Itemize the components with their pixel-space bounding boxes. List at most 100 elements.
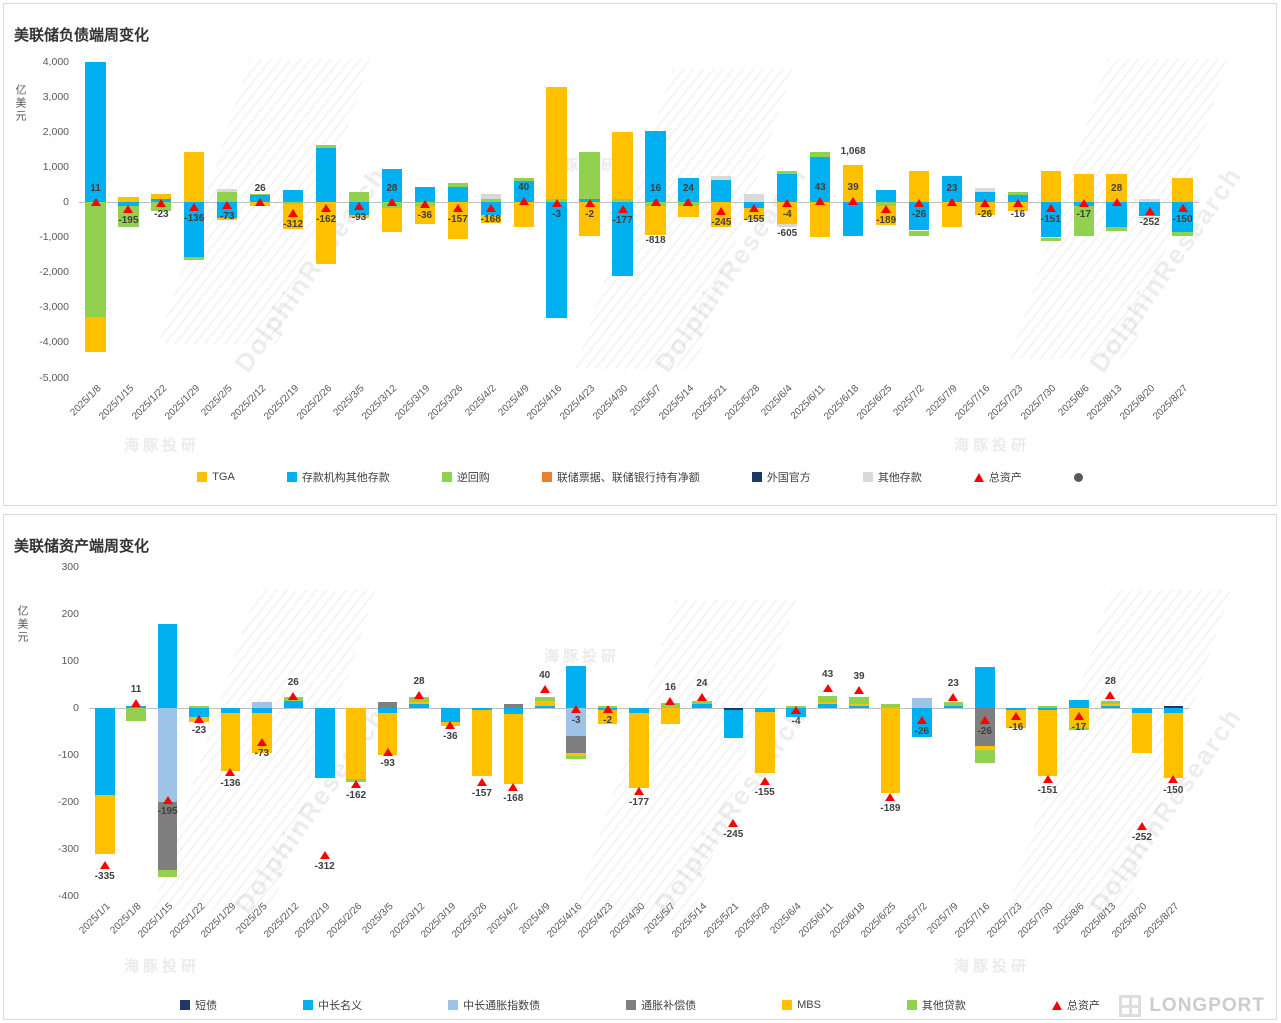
total-marker [551, 198, 562, 207]
total-marker [321, 204, 332, 213]
bar-segment [126, 705, 146, 708]
total-label: -150 [1172, 213, 1193, 225]
total-label: 43 [822, 668, 834, 680]
bar-segment [777, 170, 798, 175]
y-tick-label: 2,000 [42, 125, 69, 138]
total-marker [716, 207, 727, 215]
total-marker [518, 197, 529, 205]
total-marker [419, 199, 430, 208]
bar-segment [1172, 202, 1193, 233]
legend-item: 其他存款 [862, 469, 922, 485]
bar-segment [381, 207, 403, 233]
x-tick-label: 2025/3/26 [426, 383, 466, 423]
bar-segment [447, 202, 468, 240]
bar-segment [842, 202, 864, 236]
legend-label: 逆回购 [456, 472, 490, 484]
total-label: 43 [814, 181, 826, 193]
total-label: -177 [612, 214, 633, 226]
bar-segment [95, 708, 115, 795]
bar-segment [315, 202, 337, 264]
bar-segment [348, 214, 370, 219]
bar-segment [1172, 232, 1193, 236]
y-tick-label: 1,000 [42, 160, 69, 173]
bar-segment [513, 181, 534, 203]
total-marker [156, 199, 167, 208]
bar-segment [503, 713, 523, 785]
legend-label: 通胀补偿债 [641, 1000, 697, 1012]
x-tick-label: 2025/1/1 [77, 901, 113, 937]
legend-swatch-icon [180, 1000, 191, 1010]
total-marker [696, 692, 707, 701]
legend-label: 中长通胀指数债 [463, 1000, 541, 1012]
y-tick-label: -400 [57, 889, 79, 902]
bar-segment [252, 708, 272, 713]
bar-segment [1100, 700, 1121, 705]
bar-segment [282, 202, 304, 205]
total-marker [791, 705, 802, 714]
total-label: -151 [1037, 785, 1058, 796]
total-label: -162 [316, 214, 337, 226]
assets-legend: 短债 中长名义 中长通胀指数债 通胀补偿债 MBS 其他贷款 总资产 [4, 997, 1276, 1013]
total-label: 23 [946, 182, 958, 194]
x-tick-label: 2025/7/16 [953, 383, 993, 423]
annotation-label: -605 [777, 227, 798, 239]
bar-segment [777, 202, 798, 224]
x-tick-label: 2025/6/11 [789, 383, 828, 422]
total-label: -155 [744, 213, 765, 225]
total-label: -73 [219, 211, 235, 222]
bar-segment [546, 202, 567, 319]
bar-segment [535, 705, 555, 708]
x-tick-label: 2025/7/2 [894, 901, 930, 937]
total-label: -136 [220, 777, 241, 789]
watermark-text: 海豚投研 [954, 437, 1031, 454]
total-label: -26 [977, 209, 993, 221]
y-tick-label: -2,000 [39, 266, 69, 279]
watermark-text: 海豚投研 [124, 958, 201, 975]
bar-segment [1073, 174, 1094, 203]
total-marker [189, 203, 200, 212]
total-marker [1111, 197, 1122, 206]
bar-segment [409, 704, 429, 708]
bar-segment [220, 708, 241, 713]
bar-segment [377, 702, 398, 708]
total-marker [946, 197, 957, 206]
total-label: -168 [480, 214, 501, 226]
total-marker [634, 787, 644, 796]
bar-segment [1100, 705, 1121, 708]
total-label: -168 [503, 793, 524, 804]
y-tick-label: -300 [57, 842, 79, 855]
bar-segment [1069, 727, 1089, 731]
total-marker [123, 205, 134, 214]
bar-segment [912, 697, 932, 708]
total-assets-triangle-icon [1051, 1000, 1062, 1010]
total-label: -189 [876, 215, 897, 227]
total-marker [782, 198, 793, 207]
legend-item: 外国官方 [751, 469, 811, 485]
bar-segment [409, 701, 429, 705]
total-label: 11 [130, 683, 142, 695]
total-label: -3 [552, 208, 562, 220]
total-label: -23 [154, 209, 169, 221]
annotation-label: -818 [645, 235, 666, 247]
bar-segment [283, 700, 303, 708]
total-label: -136 [184, 213, 205, 225]
total-label: -3 [571, 715, 581, 727]
total-marker [539, 685, 550, 694]
bar-segment [1163, 712, 1183, 779]
legend-swatch-icon [448, 1000, 459, 1010]
total-label: -245 [723, 829, 744, 841]
total-label: -312 [314, 860, 335, 872]
total-marker [1177, 203, 1188, 212]
total-label: -17 [1071, 722, 1087, 733]
bar-segment [118, 197, 139, 203]
y-tick-label: -200 [57, 795, 79, 808]
total-label: -195 [118, 215, 139, 227]
bar-segment [1106, 174, 1127, 203]
bar-segment [810, 151, 831, 157]
legend-label: MBS [797, 999, 821, 1011]
bar-segment [480, 214, 501, 224]
watermark-text: 海豚投研 [954, 958, 1031, 975]
x-tick-label: 2025/3/19 [393, 383, 433, 423]
total-marker [288, 209, 299, 218]
bar-segment [645, 206, 666, 235]
